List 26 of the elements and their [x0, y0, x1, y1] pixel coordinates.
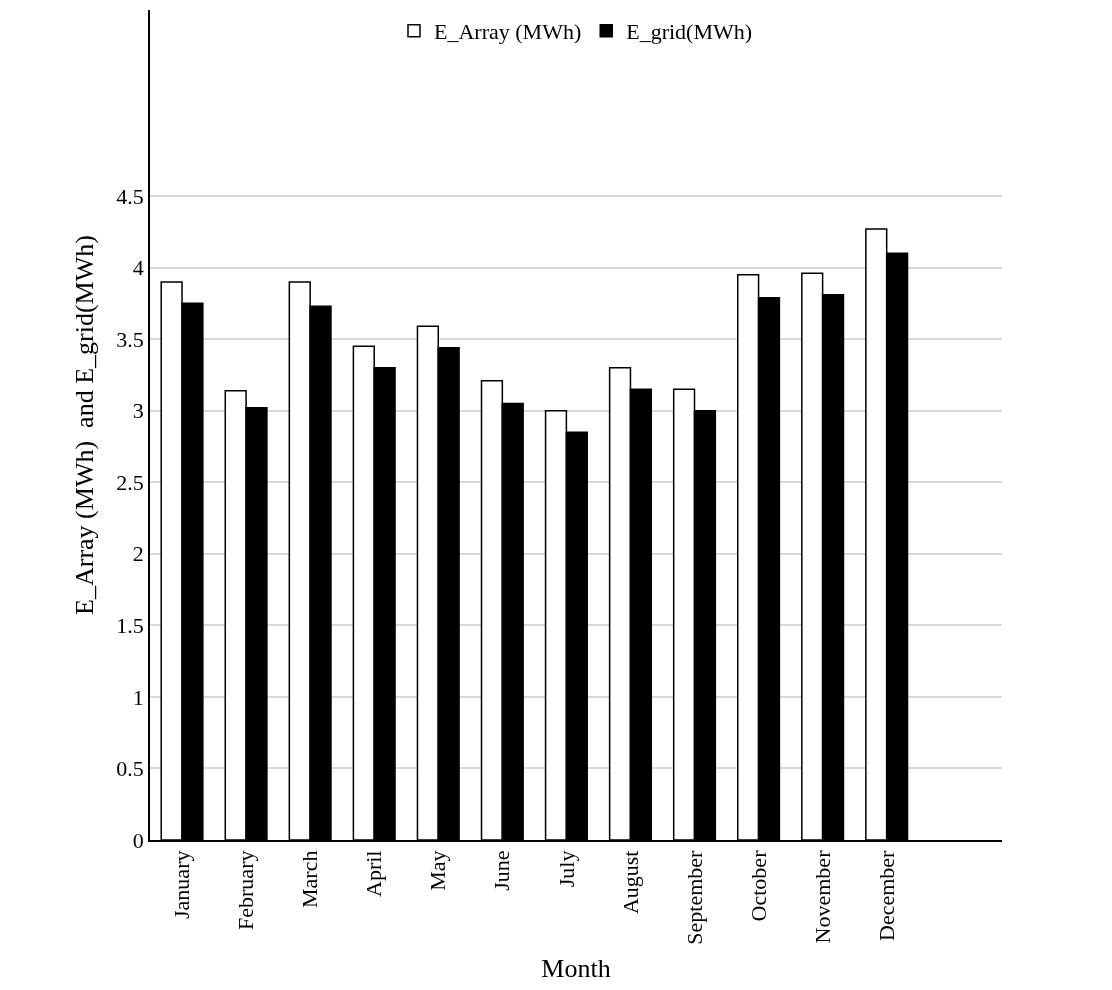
y-tick-label: 1.5 [116, 613, 144, 639]
x-tick-label: November [809, 849, 835, 944]
y-tick-label: 1 [132, 684, 144, 710]
x-tick-label: July [553, 850, 579, 888]
legend-label: E_Array (MWh) [434, 19, 582, 45]
y-tick-label: 4.5 [116, 183, 144, 209]
y-tick-label: 3 [132, 398, 144, 424]
x-tick-label: March [297, 850, 323, 908]
x-tick-label: April [361, 850, 387, 897]
x-tick-label: February [233, 850, 259, 930]
x-tick-label: May [425, 850, 451, 891]
x-tick-label: September [681, 849, 707, 945]
y-tick-label: 0.5 [116, 756, 144, 782]
y-tick-label: 3.5 [116, 326, 144, 352]
y-axis-title: E_Array (MWh) and E_grid(MWh) [70, 235, 100, 615]
y-tick-label: 2 [132, 541, 144, 567]
x-axis-title: Month [541, 953, 611, 983]
x-tick-label: June [489, 850, 515, 891]
y-tick-label: 2.5 [116, 469, 144, 495]
y-tick-label: 0 [132, 827, 144, 853]
legend-label: E_grid(MWh) [626, 19, 753, 45]
y-tick-label: 4 [132, 255, 144, 281]
x-tick-label: October [745, 849, 771, 922]
x-tick-label: August [617, 850, 643, 915]
x-tick-label: December [873, 849, 899, 941]
x-tick-label: January [169, 850, 195, 919]
